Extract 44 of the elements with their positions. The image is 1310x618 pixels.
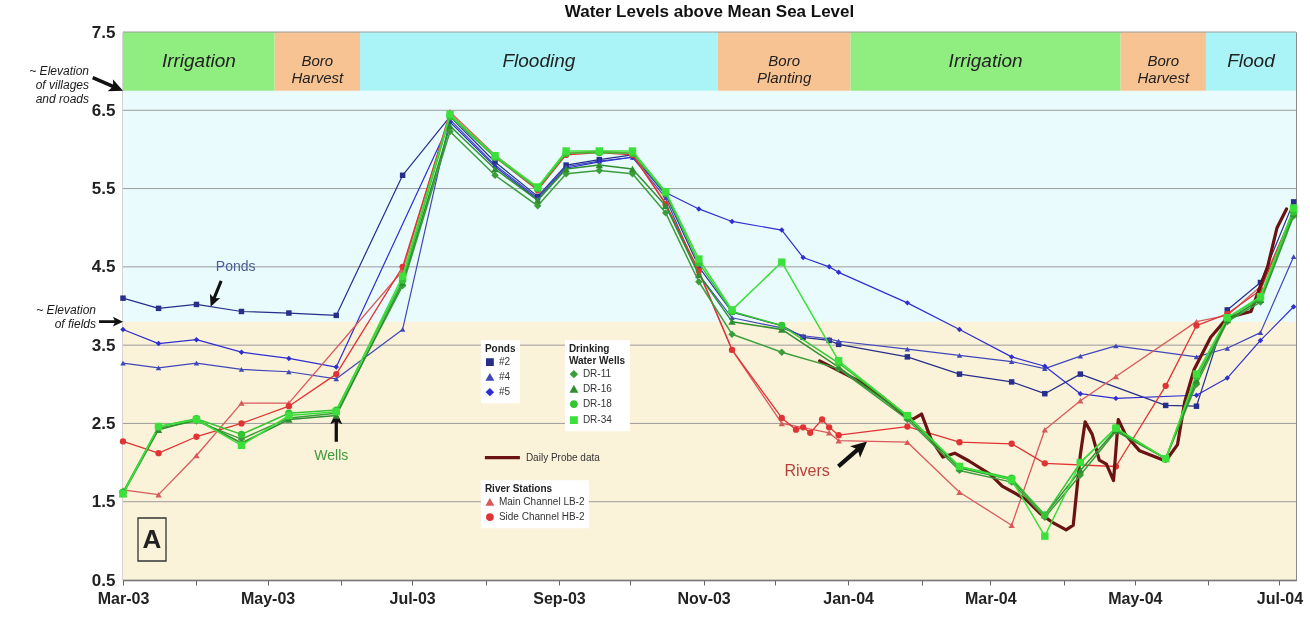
band-label: Irrigation (161, 50, 236, 72)
y-tick-label: 4.5 (91, 257, 116, 277)
band-label: Boro Harvest (291, 52, 344, 87)
legend-label: #2 (498, 356, 511, 368)
legend-label: DR-34 (582, 414, 613, 426)
x-tick-label: Jan-04 (823, 589, 875, 607)
y-tick-label: 2.5 (91, 413, 116, 433)
x-tick-label: Nov-03 (677, 589, 731, 607)
y-tick-label: 0.5 (91, 570, 116, 590)
legend-label: DR-18 (582, 398, 613, 410)
annotation: Rivers (784, 462, 830, 480)
legend-label: #4 (498, 371, 511, 383)
band-label: Flood (1227, 50, 1277, 72)
chart-title: Water Levels above Mean Sea Level (564, 2, 855, 21)
y-tick-label: 5.5 (91, 179, 116, 199)
annotation: Wells (314, 446, 349, 463)
x-tick-label: Mar-03 (97, 589, 150, 607)
y-tick-label: 1.5 (91, 492, 116, 512)
annotation: ~ Elevation of villages and roads (29, 63, 90, 106)
x-tick-label: Jul-03 (389, 589, 436, 607)
legend-label: DR-11 (582, 368, 612, 380)
x-tick-label: Sep-03 (533, 589, 586, 607)
x-tick-label: May-04 (1108, 589, 1163, 607)
y-tick-label: 6.5 (91, 100, 116, 120)
band-label: Boro Harvest (1137, 52, 1190, 87)
annotation: Ponds (215, 257, 256, 274)
legend-label: Side Channel HB-2 (498, 511, 585, 523)
annotation: A (142, 524, 162, 554)
annotation: Drinking Water Wells (568, 343, 626, 367)
legend-label: Main Channel LB-2 (498, 496, 585, 508)
band-label: Flooding (502, 50, 576, 72)
x-tick-label: Jul-04 (1256, 589, 1304, 607)
legend-label: #5 (498, 386, 511, 398)
legend-label: Daily Probe data (525, 451, 601, 463)
band-label: Boro Planting (757, 52, 812, 87)
y-tick-label: 3.5 (91, 335, 116, 355)
y-tick-label: 7.5 (91, 22, 116, 42)
annotation: Ponds (484, 343, 516, 355)
annotation: ~ Elevation of fields (36, 302, 97, 331)
x-tick-label: Mar-04 (965, 589, 1017, 607)
annotation: River Stations (484, 483, 553, 495)
legend-label: DR-16 (582, 383, 613, 395)
band-label: Irrigation (948, 50, 1023, 72)
x-tick-label: May-03 (240, 589, 296, 607)
